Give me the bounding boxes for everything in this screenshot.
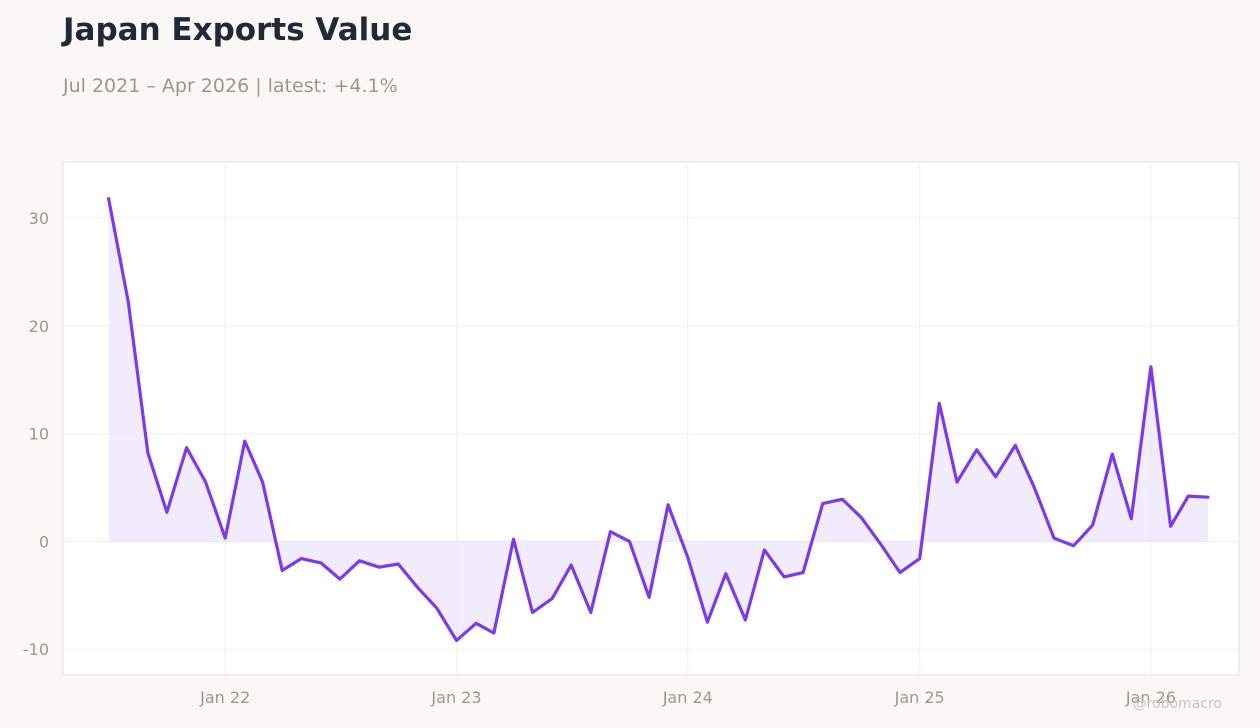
x-tick-label: Jan 25 [894,688,945,707]
y-tick-label: 10 [29,425,49,444]
watermark: @robomacro [1132,696,1222,712]
series-fill [108,198,1209,641]
series-line-group [107,197,1210,643]
chart-title: Japan Exports Value [63,12,413,48]
x-tick-label: Jan 23 [430,688,481,707]
x-axis: Jan 22 Jan 23 Jan 24 Jan 25 Jan 26 [199,688,1176,707]
plot-background [62,161,1240,676]
chart-subtitle: Jul 2021 – Apr 2026 | latest: +4.1% [63,75,398,97]
series-line [107,197,1210,643]
x-tick-label: Jan 22 [199,688,250,707]
y-tick-label: -10 [23,640,49,659]
x-tick-label: Jan 24 [662,688,713,707]
y-tick-label: 0 [39,532,49,551]
x-tick-label: Jan 26 [1125,688,1176,707]
y-tick-label: 30 [29,209,49,228]
y-tick-label: 20 [29,317,49,336]
y-axis: 30 20 10 0 -10 [23,209,49,659]
series-area [108,198,1209,641]
